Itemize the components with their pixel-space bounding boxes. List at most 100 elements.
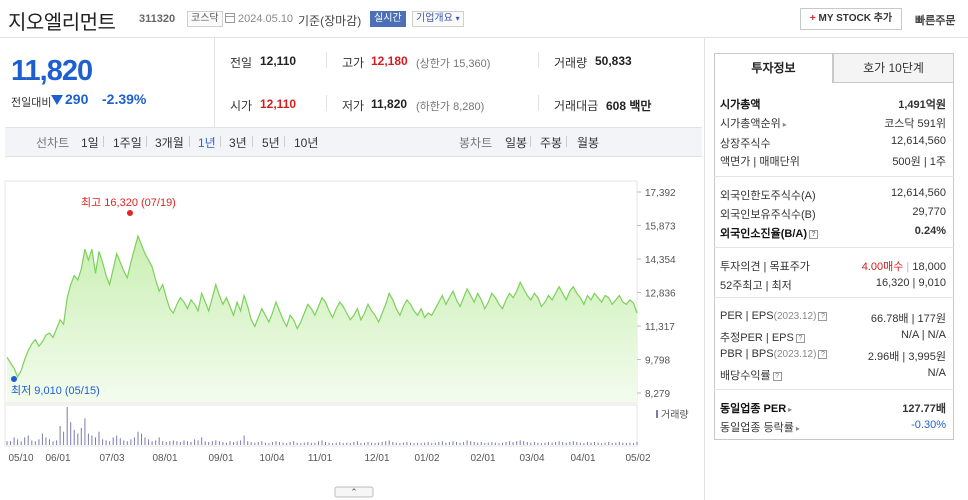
volume-bar bbox=[590, 442, 592, 445]
stock-name: 지오엘리먼트 bbox=[8, 12, 116, 34]
volume-bar bbox=[332, 443, 334, 445]
price-chart[interactable]: 17,392 15,873 14,354 12,836 11,317 9,798 8,279… bbox=[0, 160, 703, 500]
volume-bar bbox=[516, 441, 518, 445]
corp-overview-dropdown[interactable]: 기업개요 ▾ bbox=[412, 11, 464, 27]
help-icon[interactable]: ? bbox=[818, 311, 828, 321]
volume-bar bbox=[172, 440, 174, 445]
help-icon[interactable]: ? bbox=[809, 229, 818, 239]
period-3y[interactable]: 3년 bbox=[229, 136, 247, 150]
volume-bar bbox=[279, 442, 280, 445]
period-3m[interactable]: 3개월 bbox=[155, 136, 184, 150]
volume-bar bbox=[360, 443, 362, 445]
info-row-label-text: 배당수익률 bbox=[720, 370, 771, 382]
info-row-value: 16,320 | 9,010 bbox=[876, 277, 946, 289]
volume-bar bbox=[176, 441, 178, 445]
info-row-label-text: 외국인보유주식수(B) bbox=[720, 209, 816, 221]
x-tick-label: 06/01 bbox=[45, 453, 70, 464]
volume-bar bbox=[119, 438, 121, 445]
divider bbox=[530, 136, 531, 147]
candle-weekly[interactable]: 주봉 bbox=[540, 136, 563, 150]
period-1y[interactable]: 1년 bbox=[198, 136, 216, 150]
volume-bar bbox=[378, 442, 380, 445]
candle-daily[interactable]: 일봉 bbox=[505, 136, 528, 150]
volume-bar bbox=[417, 442, 419, 445]
volume-bar bbox=[70, 422, 72, 445]
tab-investment-info[interactable]: 투자정보 bbox=[714, 53, 833, 83]
info-row-label-text: 투자의견 | 목표주가 bbox=[720, 261, 810, 273]
plus-icon: + bbox=[809, 13, 816, 24]
volume-bar bbox=[579, 442, 581, 445]
volume-bar bbox=[484, 443, 486, 445]
info-row-label: 외국인한도주식수(A) bbox=[720, 187, 816, 203]
help-icon[interactable]: ? bbox=[818, 349, 828, 359]
volume-bar bbox=[572, 441, 574, 445]
volume-bar bbox=[427, 442, 429, 445]
volume-bar bbox=[604, 442, 606, 445]
volume-bar bbox=[636, 442, 638, 445]
volume-bar bbox=[52, 441, 54, 445]
info-row-value: -0.30% bbox=[911, 419, 946, 431]
volume-bar bbox=[424, 442, 426, 445]
chevron-up-icon: ⌃ bbox=[350, 488, 358, 498]
period-1w[interactable]: 1주일 bbox=[113, 136, 142, 150]
low-label: 저가 bbox=[342, 99, 365, 113]
period-10y[interactable]: 10년 bbox=[294, 136, 319, 150]
info-row-value-text: N/A | N/A bbox=[900, 329, 946, 341]
volume-bar bbox=[169, 441, 171, 445]
info-row-label[interactable]: 동일업종 PER ▸ bbox=[720, 400, 792, 416]
volume-bar bbox=[565, 442, 567, 445]
volume-bar bbox=[558, 441, 560, 445]
volume-bar bbox=[222, 442, 224, 445]
volume-bar bbox=[275, 441, 277, 445]
max-label: 최고 16,320 (07/19) bbox=[81, 196, 176, 209]
volume-bar bbox=[540, 443, 542, 445]
value-separator: | bbox=[903, 261, 913, 273]
volume-bar bbox=[480, 442, 482, 445]
candle-monthly[interactable]: 월봉 bbox=[577, 136, 600, 150]
volume-bar bbox=[303, 442, 305, 445]
info-row-label-text: 52주최고 | 최저 bbox=[720, 280, 792, 292]
volume-bar bbox=[211, 441, 213, 445]
x-tick-label: 12/01 bbox=[364, 453, 389, 464]
volume-bar bbox=[109, 441, 111, 445]
period-5y[interactable]: 5년 bbox=[262, 136, 280, 150]
my-stock-add-button[interactable]: + MY STOCK 추가 bbox=[800, 8, 902, 30]
info-row-label-text: 시가총액 bbox=[720, 99, 761, 111]
high-label: 고가 bbox=[342, 56, 365, 70]
x-tick-label: 08/01 bbox=[152, 453, 177, 464]
lower-limit: (하한가 8,280) bbox=[416, 101, 485, 113]
min-marker bbox=[11, 376, 17, 382]
live-badge[interactable]: 실시간 bbox=[370, 11, 406, 27]
candle-chart-label[interactable]: 봉차트 bbox=[459, 136, 493, 150]
tab-orderbook-10[interactable]: 호가 10단계 bbox=[833, 53, 954, 83]
corp-overview-label: 기업개요 bbox=[416, 13, 453, 24]
info-row-label-text: 상장주식수 bbox=[720, 138, 771, 150]
calendar-icon bbox=[225, 13, 235, 23]
info-row-label-text: 외국인소진율(B/A) bbox=[720, 228, 807, 240]
period-bar bbox=[5, 127, 702, 157]
volume-bar bbox=[105, 440, 107, 445]
info-row-label[interactable]: 시가총액순위 ▸ bbox=[720, 115, 787, 131]
section-divider bbox=[714, 176, 954, 177]
help-icon[interactable]: ? bbox=[772, 371, 782, 381]
prev-close-value: 12,110 bbox=[260, 54, 297, 68]
volume-bar bbox=[342, 443, 344, 445]
info-row-value-text: 12,614,560 bbox=[890, 187, 946, 199]
volume-bar bbox=[31, 440, 33, 445]
volume-bar bbox=[112, 437, 114, 445]
divider bbox=[326, 52, 327, 68]
help-icon[interactable]: ? bbox=[795, 333, 805, 343]
info-row-label[interactable]: 동일업종 등락률 ▸ bbox=[720, 419, 800, 435]
volume-bar bbox=[162, 441, 164, 445]
volume-bar bbox=[10, 441, 11, 445]
quick-order-button[interactable]: 빠른주문 bbox=[915, 15, 956, 27]
chart-collapse-toggle[interactable] bbox=[334, 486, 374, 498]
high-value: 12,180 bbox=[371, 54, 408, 68]
period-1d[interactable]: 1일 bbox=[81, 136, 99, 150]
info-row-label-text: 동일업종 PER bbox=[720, 403, 787, 415]
x-tick-label: 05/02 bbox=[625, 453, 650, 464]
volume-bar bbox=[73, 429, 75, 445]
volume-bar bbox=[137, 431, 139, 445]
x-tick-label: 03/04 bbox=[519, 453, 544, 464]
line-chart-label[interactable]: 선차트 bbox=[36, 136, 70, 150]
